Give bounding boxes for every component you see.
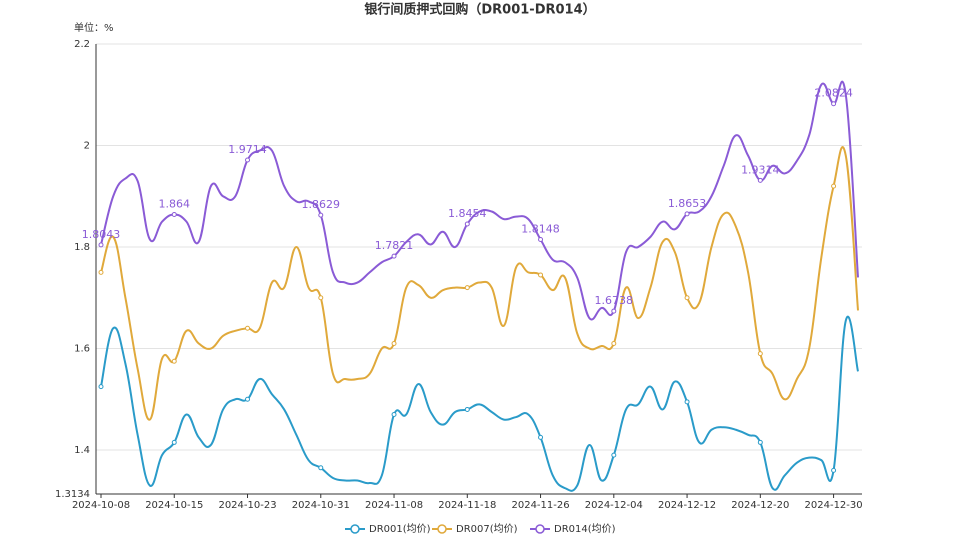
legend-label: DR007(均价) (456, 523, 518, 535)
data-label: 1.9314 (741, 163, 780, 176)
point-marker (538, 237, 544, 243)
data-label: 1.8629 (302, 198, 341, 211)
y-tick-label: 2 (84, 141, 90, 152)
point-marker (611, 452, 617, 458)
legend-marker (535, 524, 545, 534)
y-tick-label: 1.4 (74, 445, 90, 456)
x-tick-label: 2024-10-23 (218, 500, 276, 511)
point-marker (171, 358, 177, 364)
point-marker (464, 285, 470, 291)
unit-label: 单位：% (74, 21, 114, 34)
point-marker (391, 253, 397, 259)
point-marker (245, 396, 251, 402)
y-tick-label: 2.2 (74, 39, 90, 50)
point-marker (538, 272, 544, 278)
data-label: 1.8653 (668, 197, 707, 210)
data-label: 1.7821 (375, 239, 414, 252)
point-marker (98, 384, 104, 390)
x-tick-label: 2024-11-26 (511, 500, 569, 511)
y-tick-label: 1.3134 (55, 489, 90, 500)
point-marker (391, 412, 397, 418)
point-marker (757, 351, 763, 357)
x-tick-label: 2024-12-30 (805, 500, 863, 511)
x-tick-label: 2024-10-15 (145, 500, 203, 511)
x-tick-label: 2024-10-31 (292, 500, 350, 511)
x-tick-label: 2024-12-04 (585, 500, 643, 511)
point-marker (98, 269, 104, 275)
y-tick-label: 1.6 (74, 344, 90, 355)
data-label: 1.864 (159, 198, 191, 211)
point-marker (245, 157, 251, 163)
point-marker (391, 340, 397, 346)
legend-label: DR014(均价) (554, 523, 616, 535)
x-tick-label: 2024-10-08 (72, 500, 130, 511)
point-marker (684, 295, 690, 301)
point-marker (831, 183, 837, 189)
point-marker (831, 467, 837, 473)
point-marker (464, 406, 470, 412)
legend-marker (437, 524, 447, 534)
series-line (100, 80, 859, 321)
point-marker (538, 434, 544, 440)
x-tick-label: 2024-11-08 (365, 500, 423, 511)
chart-title: 银行间质押式回购（DR001-DR014） (364, 2, 595, 18)
point-marker (757, 439, 763, 445)
point-marker (831, 101, 837, 107)
x-tick-label: 2024-12-20 (731, 500, 789, 511)
x-tick-label: 2024-11-18 (438, 500, 496, 511)
data-label: 1.9714 (228, 143, 267, 156)
series-line (100, 146, 859, 421)
point-marker (464, 221, 470, 227)
point-marker (171, 212, 177, 218)
point-marker (611, 308, 617, 314)
point-marker (318, 212, 324, 218)
data-label: 1.8148 (521, 223, 560, 236)
point-marker (171, 439, 177, 445)
point-marker (684, 211, 690, 217)
x-tick-label: 2024-12-12 (658, 500, 716, 511)
point-marker (245, 325, 251, 331)
point-marker (684, 399, 690, 405)
data-label: 2.0824 (814, 87, 853, 100)
y-tick-label: 1.8 (74, 242, 90, 253)
data-label: 1.8043 (82, 228, 121, 241)
data-label: 1.8454 (448, 207, 487, 220)
point-marker (318, 295, 324, 301)
data-label: 1.6738 (595, 294, 634, 307)
point-marker (611, 340, 617, 346)
point-marker (98, 242, 104, 248)
point-marker (318, 465, 324, 471)
series-line (100, 315, 859, 492)
point-marker (757, 177, 763, 183)
legend-label: DR001(均价) (369, 523, 431, 535)
legend-marker (350, 524, 360, 534)
